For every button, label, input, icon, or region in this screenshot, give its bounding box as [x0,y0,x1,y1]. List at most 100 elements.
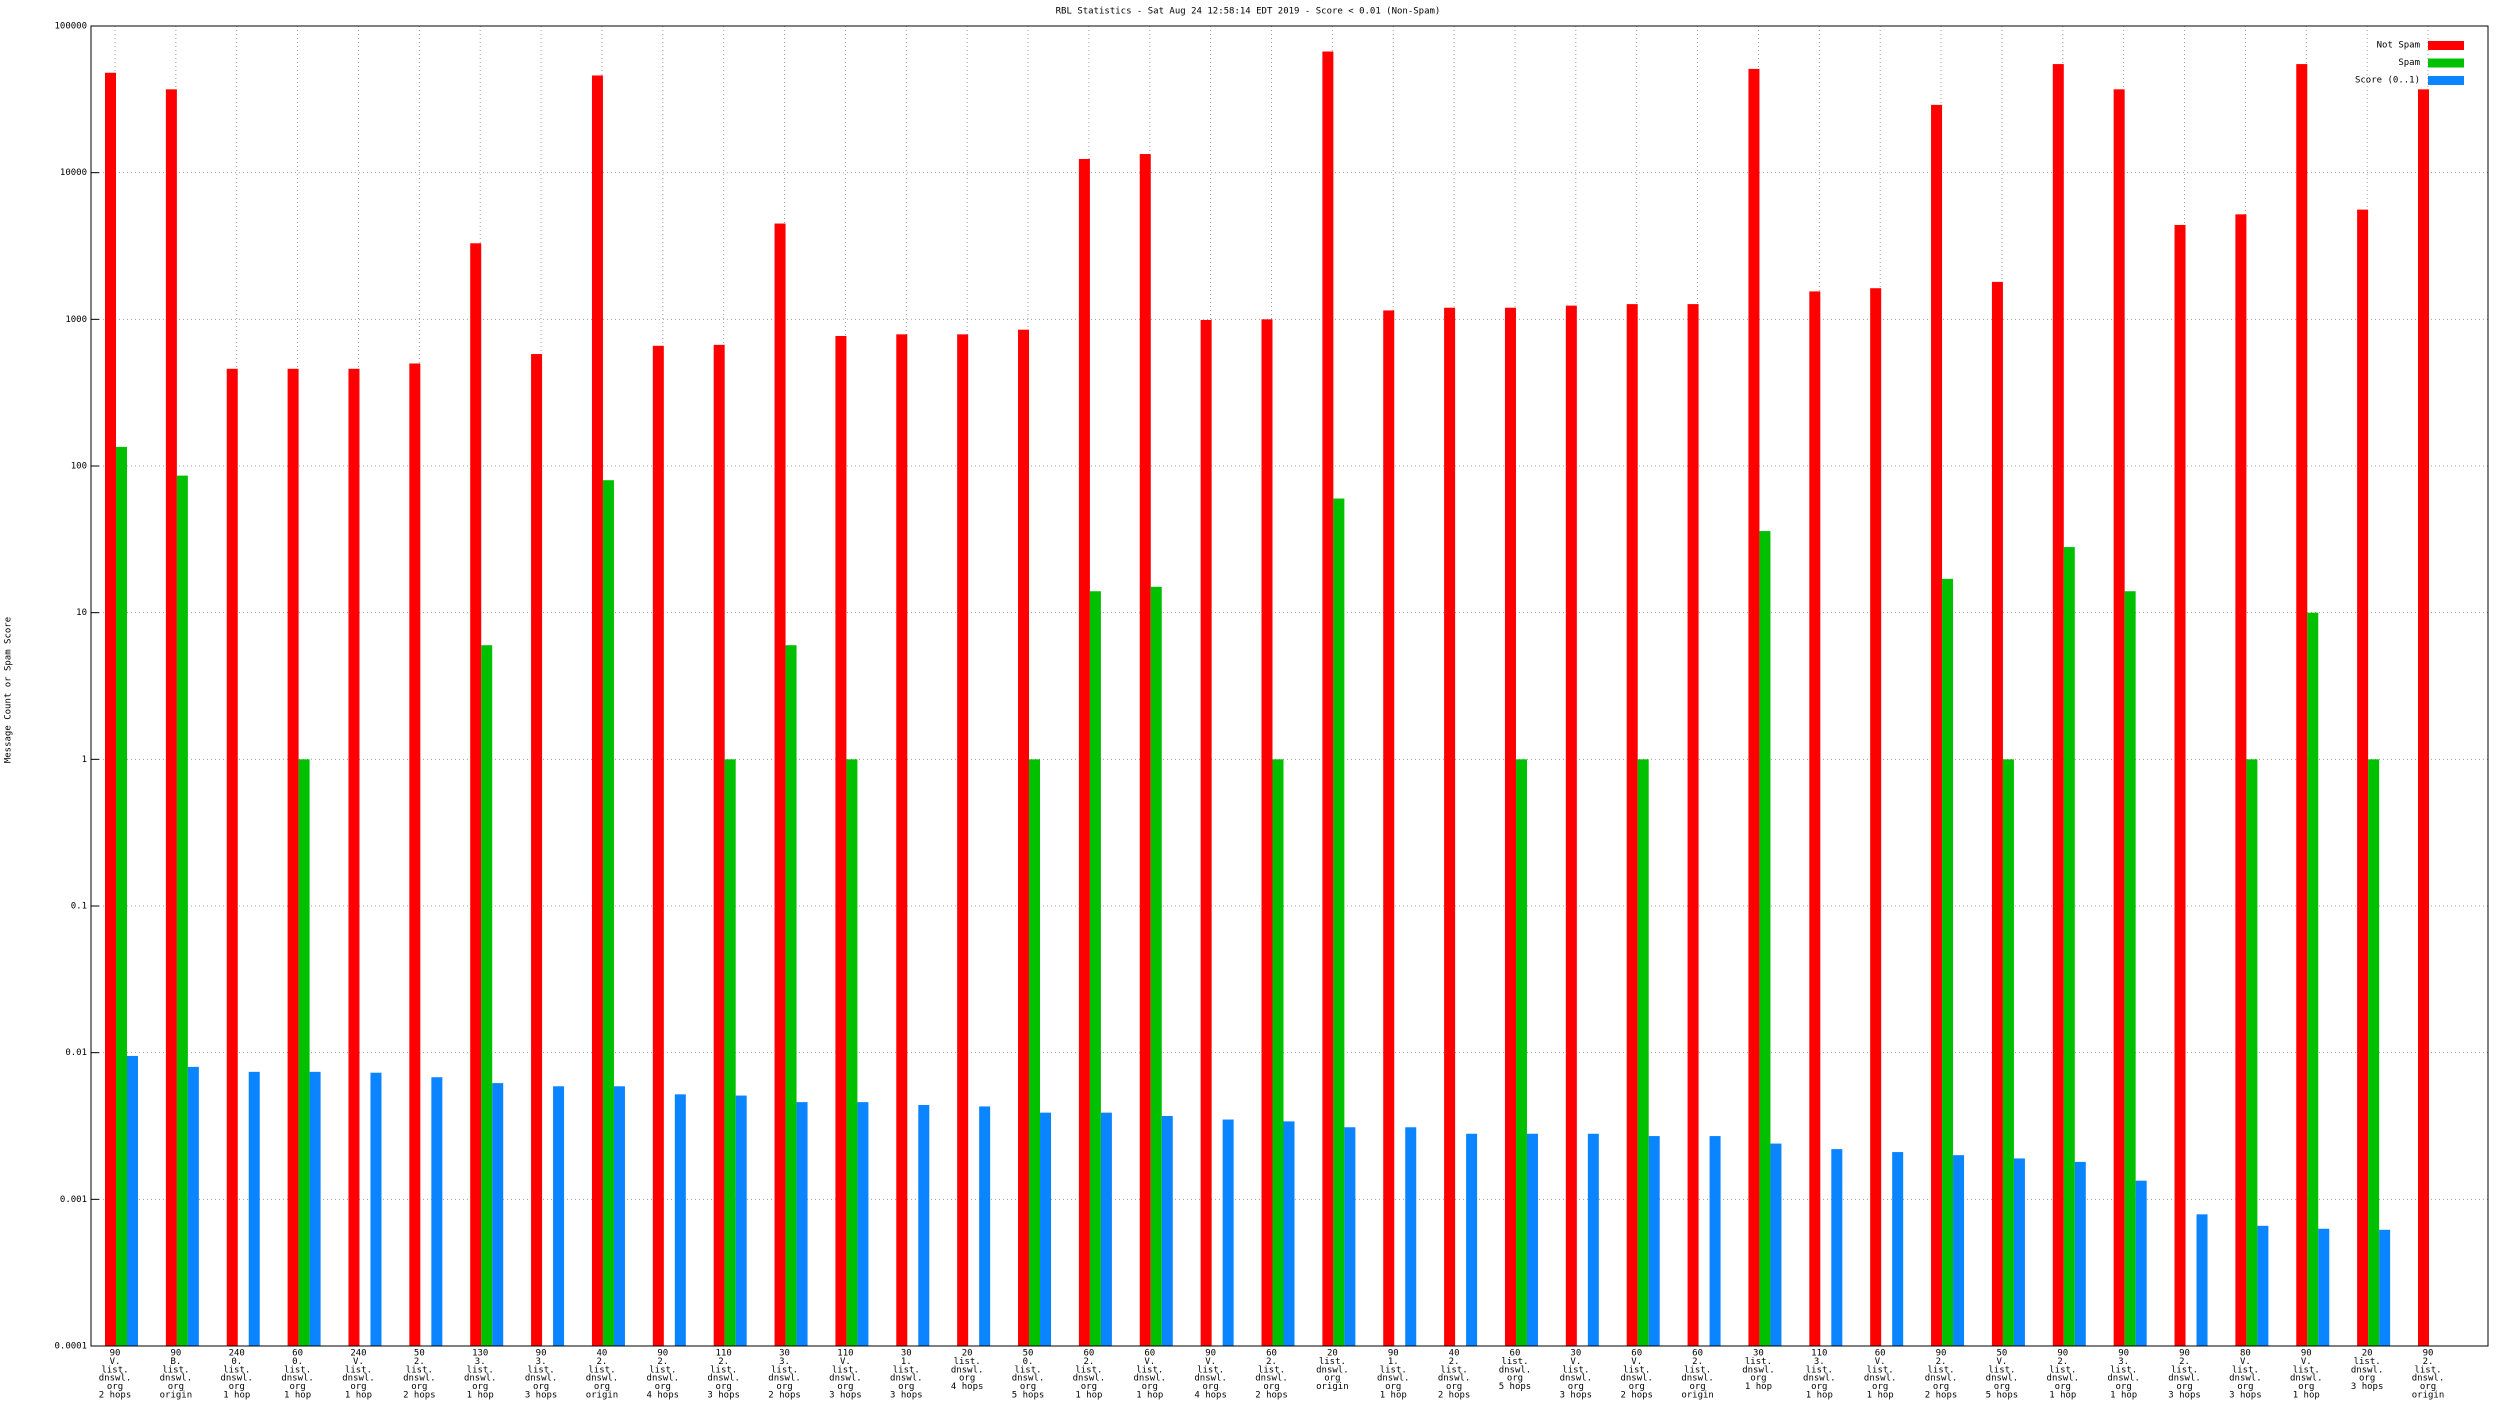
x-tick-label: 2 hops [1620,1391,1653,1401]
bar [127,1055,138,1346]
x-tick-label: dnswl. [1134,1374,1167,1384]
x-tick-label: 60 [1266,1349,1277,1359]
bar [1018,329,1030,1347]
x-tick-label: 90 [170,1349,181,1359]
x-tick-label: 30 [779,1349,790,1359]
x-tick-label: 1 hop [2110,1391,2137,1401]
y-tick-label: 0.001 [60,1195,87,1205]
x-tick-label: 0. [231,1357,242,1367]
x-tick-label: org [837,1382,853,1392]
x-tick-label: list. [2354,1357,2381,1367]
x-tick-label: list. [467,1365,494,1375]
bar [1526,1133,1538,1346]
legend-label: Score (0..1) [2355,76,2420,86]
x-tick-label: V. [1996,1357,2007,1367]
x-tick-label: 1 hop [467,1391,494,1401]
x-tick-label: list. [954,1357,981,1367]
x-tick-label: dnswl. [1255,1374,1288,1384]
bar [1892,1152,1904,1346]
x-tick-label: 90 [2301,1349,2312,1359]
x-tick-label: 0. [292,1357,303,1367]
bar [431,1077,443,1346]
x-tick-label: org [1629,1382,1645,1392]
x-tick-label: dnswl. [2412,1374,2445,1384]
bar [613,1086,625,1346]
x-tick-label: org [1994,1382,2010,1392]
x-tick-label: dnswl. [1073,1374,1106,1384]
bar [492,1083,504,1346]
x-tick-label: list. [101,1365,128,1375]
x-tick-label: 110 [1811,1349,1827,1359]
x-tick-label: 90 [2179,1349,2190,1359]
bar [674,1094,686,1346]
x-tick-label: org [716,1382,732,1392]
bar [1222,1119,1234,1346]
x-tick-label: V. [840,1357,851,1367]
x-tick-label: list. [1075,1365,1102,1375]
bar [1637,759,1649,1346]
x-tick-label: list. [223,1365,250,1375]
bar [2074,1161,2086,1346]
x-tick-label: org [472,1382,488,1392]
x-tick-label: list. [2232,1365,2259,1375]
x-tick-label: org [1385,1382,1401,1392]
x-tick-label: dnswl. [464,1374,497,1384]
bar [531,354,543,1347]
x-tick-label: list. [710,1365,737,1375]
x-tick-label: 90 [2423,1349,2434,1359]
bar [1770,1143,1782,1346]
y-tick-label: 1000 [65,315,87,325]
bar [1283,1121,1295,1346]
x-tick-label: 2. [1936,1357,1947,1367]
x-tick-label: list. [1014,1365,1041,1375]
plot-frame [90,25,2489,1347]
x-tick-label: org [959,1374,975,1384]
x-tick-label: list. [1380,1365,1407,1375]
x-tick-label: 40 [1449,1349,1460,1359]
x-tick-label: org [2420,1382,2436,1392]
x-tick-label: dnswl. [403,1374,436,1384]
x-tick-label: dnswl. [707,1374,740,1384]
x-tick-label: 2. [2423,1357,2434,1367]
x-tick-label: 90 [2057,1349,2068,1359]
bar [1991,281,2003,1347]
y-tick-label: 0.1 [71,902,87,912]
x-tick-label: dnswl. [1194,1374,1227,1384]
x-tick-label: org [2298,1382,2314,1392]
x-tick-label: 1 hop [1867,1391,1894,1401]
x-tick-label: 2 hops [768,1391,801,1401]
x-tick-label: org [411,1382,427,1392]
x-tick-label: 90 [1205,1349,1216,1359]
x-tick-label: 2. [657,1357,668,1367]
bar [2052,64,2064,1347]
x-tick-label: 2. [1083,1357,1094,1367]
x-tick-label: 240 [350,1349,366,1359]
x-tick-label: list. [2293,1365,2320,1375]
y-tick-label: 10 [76,608,87,618]
x-tick-label: dnswl. [1803,1374,1836,1384]
x-tick-label: org [1142,1382,1158,1392]
x-tick-label: 90 [657,1349,668,1359]
x-tick-label: 1 hop [345,1391,372,1401]
x-tick-label: 50 [414,1349,425,1359]
bar [287,368,299,1346]
x-tick-label: 2. [2179,1357,2190,1367]
x-tick-label: 50 [1996,1349,2007,1359]
bar [857,1102,869,1346]
bar [1100,1112,1112,1346]
x-tick-label: org [1811,1382,1827,1392]
x-tick-label: org [1507,1374,1523,1384]
x-tick-label: 4 hops [647,1391,680,1401]
x-tick-label: 110 [837,1349,853,1359]
x-tick-label: dnswl. [890,1374,923,1384]
bar [979,1106,991,1346]
x-tick-label: org [1933,1382,1949,1392]
x-tick-label: dnswl. [647,1374,680,1384]
x-tick-label: dnswl. [2351,1365,2384,1375]
x-tick-label: 0. [1023,1357,1034,1367]
bar [846,759,858,1346]
x-tick-label: 5 hops [1012,1391,1045,1401]
bar [2379,1229,2391,1346]
x-tick-label: 2. [597,1357,608,1367]
